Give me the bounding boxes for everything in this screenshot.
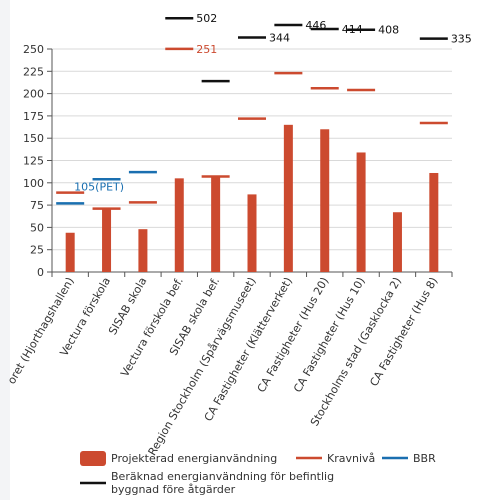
- y-tick-label: 100: [23, 177, 44, 190]
- legend-label-befintlig-line2: byggnad före åtgärder: [111, 483, 236, 496]
- bar: [211, 175, 221, 272]
- annotation-label: 408: [378, 24, 399, 37]
- bar: [174, 178, 184, 272]
- y-axis: 0 25 50 75 100 125 150 175 200 225 250: [23, 43, 53, 279]
- legend-swatch-projekterad: [80, 451, 106, 466]
- annotation-label: 414: [342, 23, 363, 36]
- bar: [138, 229, 148, 272]
- bar: [283, 124, 293, 272]
- legend-label-bbr: BBR: [413, 452, 436, 465]
- legend: Projekterad energianvändning Kravnivå BB…: [80, 451, 436, 496]
- annotation-label: 344: [269, 32, 290, 45]
- x-tick-label: CA Fastigheter (Hus 8): [367, 275, 440, 389]
- y-tick-label: 250: [23, 43, 44, 56]
- annotation-label: 446: [305, 19, 326, 32]
- y-tick-label: 150: [23, 132, 44, 145]
- legend-label-befintlig-line1: Beräknad energianvändning för befintlig: [111, 470, 334, 483]
- legend-label-kravniva: Kravnivå: [327, 452, 375, 465]
- marker-series: [56, 16, 448, 210]
- annotation-label: 502: [196, 12, 217, 25]
- bar: [392, 212, 402, 272]
- bar: [247, 194, 257, 272]
- x-axis: oret (Hjorthagshallen)Vectura förskolaSI…: [5, 271, 453, 458]
- annotations: 105(PET) 502 251 344 446 414 408 335: [74, 12, 472, 193]
- legend-label-projekterad: Projekterad energianvändning: [111, 452, 277, 465]
- y-tick-label: 225: [23, 65, 44, 78]
- bar: [65, 232, 75, 272]
- left-edge-bar: [0, 0, 10, 500]
- x-tick-label: CA Fastigheter (Hus 20): [255, 275, 332, 395]
- annotation-label: 105(PET): [74, 180, 124, 193]
- bar: [102, 208, 112, 272]
- y-tick-label: 50: [30, 221, 44, 234]
- annotation-label: 251: [196, 43, 217, 56]
- y-tick-label: 25: [30, 244, 44, 257]
- y-tick-label: 200: [23, 88, 44, 101]
- x-tick-label: oret (Hjorthagshallen): [5, 275, 77, 386]
- bar: [356, 152, 366, 272]
- y-tick-label: 75: [30, 199, 44, 212]
- y-tick-label: 175: [23, 110, 44, 123]
- y-tick-label: 125: [23, 155, 44, 168]
- bar: [429, 172, 439, 272]
- annotation-label: 335: [451, 33, 472, 46]
- bar-series: [65, 124, 439, 272]
- bar: [320, 129, 330, 272]
- x-tick-label: CA Fastigheter (Hus 10): [291, 275, 368, 395]
- y-tick-label: 0: [37, 266, 44, 279]
